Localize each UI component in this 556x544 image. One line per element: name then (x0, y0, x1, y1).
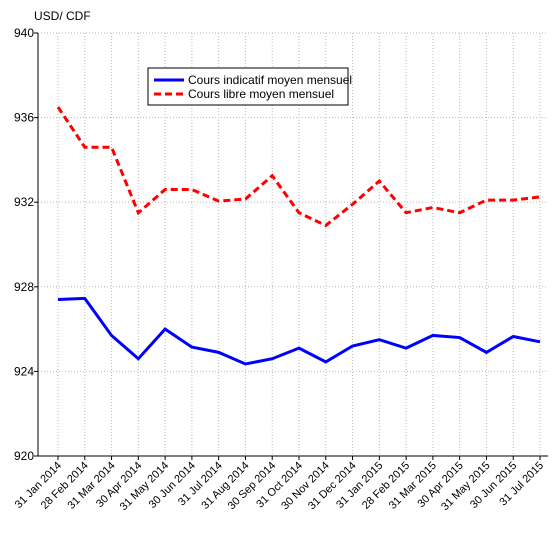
y-tick-label: 924 (14, 364, 34, 378)
legend-box (147, 67, 349, 106)
legend-label: Cours libre moyen mensuel (188, 87, 334, 101)
y-tick-label: 920 (14, 449, 34, 463)
y-tick-label: 932 (14, 195, 34, 209)
line (56, 106, 541, 228)
y-tick-label: 936 (14, 111, 34, 125)
y-tick-label: 940 (14, 26, 34, 40)
legend-label: Cours indicatif moyen mensuel (188, 73, 352, 87)
y-axis-label: USD/ CDF (34, 9, 91, 23)
y-tick-label: 928 (14, 280, 34, 294)
line (57, 296, 541, 366)
